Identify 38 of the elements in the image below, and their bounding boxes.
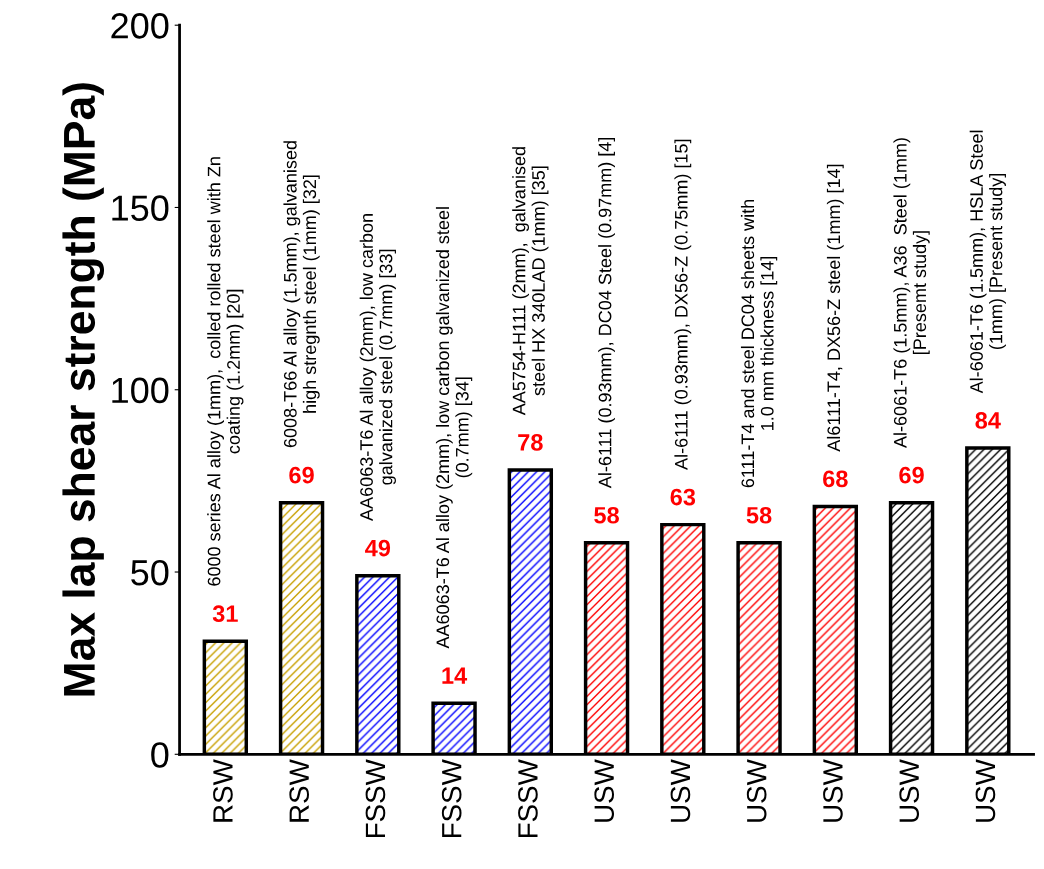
x-tick-label: USW [594,759,615,822]
data-label: 49 [365,539,391,557]
annotation: Al-6111 (0.93mm), DX56-Z (0.75mm) [15] [674,139,692,470]
y-tick-label: 200 [111,13,169,39]
data-label: 31 [212,605,238,623]
annotation: Al6111-T4, DX56-Z steel (1mm) [14] [826,164,844,452]
x-tick-label: FSSW [365,759,386,838]
y-tick-label: 0 [151,742,169,768]
x-tick-label: RSW [289,759,310,822]
y-tick-label: 50 [131,559,169,586]
annotation: Al-6111 (0.93mm), DC04 Steel (0.97mm) [4] [598,137,615,489]
x-tick-label: FSSW [518,759,538,838]
data-label: 63 [670,488,696,506]
data-label: 78 [518,433,543,451]
x-tick-label: USW [975,759,996,822]
data-label: 68 [823,470,848,488]
data-label: 69 [289,466,314,484]
data-label: 84 [975,412,1001,429]
x-tick-label: RSW [213,759,233,822]
x-tick-label: USW [670,759,691,822]
y-tick-label: 100 [112,377,169,404]
annotation: AA6063-T6 Al alloy (2mm), low carbon galvanized steel (0.7mm) [34] [435,207,473,649]
annotation: Al-6061-T6 (1.5mm), A36 Steel (1mm) [Presemt study] [893,138,930,449]
annotation: 6111-T4 and steel DC04 sheets with 1.0 mm thickness [14] [740,199,778,488]
x-tick-label: USW [823,759,843,822]
y-tick-label: 150 [112,195,169,221]
x-tick-label: USW [746,759,767,822]
y-axis-title: Max lap shear strength (MPa) [62,83,105,696]
annotation: 6008-T66 Al alloy (1.5mm), galvanised high stregnth steel (1mm) [32] [283,141,320,448]
data-label: 14 [442,667,468,684]
x-tick-label: USW [899,759,920,822]
data-label: 58 [594,506,619,524]
annotation: 6000 series Al alloy (1mm), colled rolled steel with Zn coating (1.2mm) [20] [207,157,244,586]
data-label: 58 [746,506,772,524]
x-tick-label: FSSW [441,759,462,838]
annotation: Al-6061-T6 (1.5mm), HSLA Steel (1mm) [Present study] [969,130,1006,394]
data-label: 69 [899,466,924,484]
annotation: AA5754-H111 (2mm), galvanised steel HX 340LAD (1mm) [35] [512,147,549,416]
